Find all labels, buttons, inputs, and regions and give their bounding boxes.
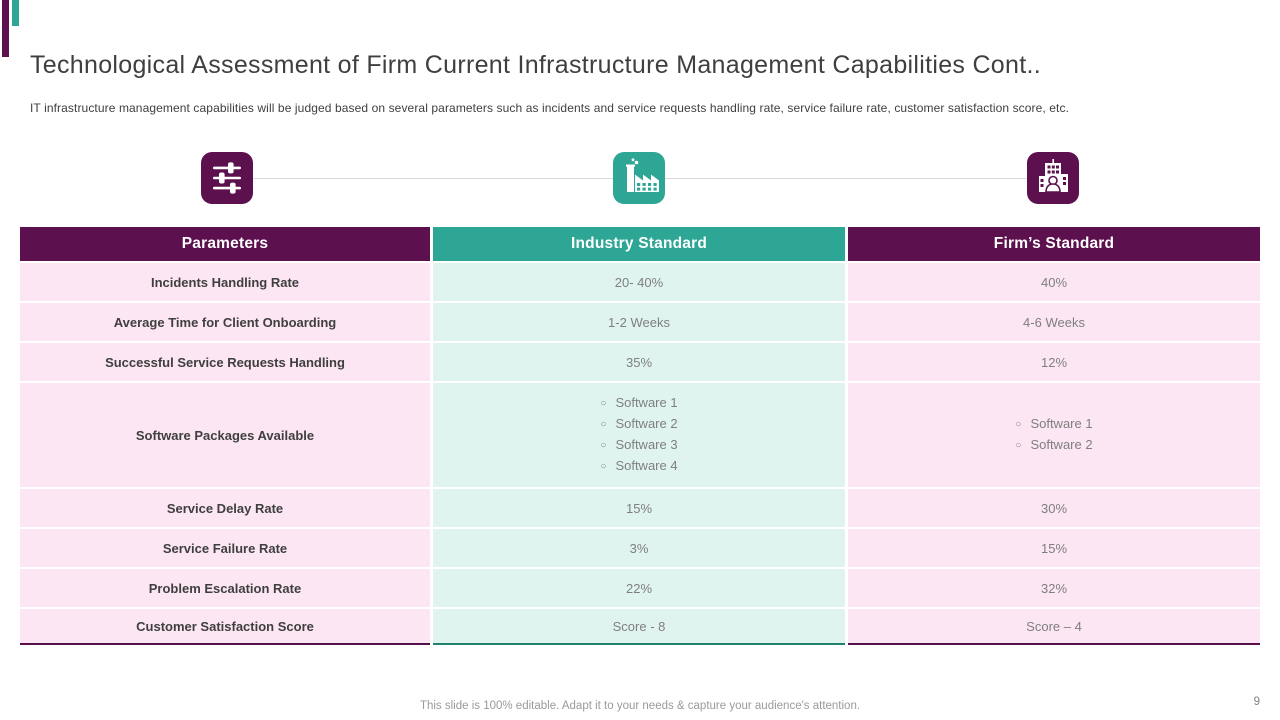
table-bottom-rule <box>20 643 1260 645</box>
software-list-item: Software 1 <box>1015 414 1092 435</box>
header-parameters: Parameters <box>20 227 430 261</box>
factory-icon-glyph <box>626 158 659 192</box>
table-row: Customer Satisfaction Score Score - 8 Scor… <box>20 609 1260 643</box>
table-row: Average Time for Client Onboarding 1-2 We… <box>20 303 1260 341</box>
header-firm-standard: Firm’s Standard <box>848 227 1260 261</box>
header-industry-standard: Industry Standard <box>433 227 845 261</box>
parameter-cell: Service Delay Rate <box>20 489 430 527</box>
page-number: 9 <box>1253 696 1260 708</box>
software-list: Software 1Software 2 <box>1015 414 1092 456</box>
sliders-icon-glyph <box>213 162 241 194</box>
industry-value-cell: 1-2 Weeks <box>433 303 845 341</box>
software-list-item: Software 2 <box>600 414 677 435</box>
table-row: Service Failure Rate 3% 15% <box>20 529 1260 567</box>
industry-value-cell: 3% <box>433 529 845 567</box>
firm-value-cell: 30% <box>848 489 1260 527</box>
firm-building-icon <box>1027 152 1079 204</box>
software-list-item: Software 4 <box>600 456 677 477</box>
table-row: Successful Service Requests Handling 35% 1… <box>20 343 1260 381</box>
industry-value-cell: Score - 8 <box>433 609 845 643</box>
software-list-item: Software 2 <box>1015 435 1092 456</box>
firm-value-cell: Score – 4 <box>848 609 1260 643</box>
software-list-item: Software 3 <box>600 435 677 456</box>
footer-note: This slide is 100% editable. Adapt it to… <box>419 700 861 712</box>
page-title: Technological Assessment of Firm Current… <box>30 50 1041 79</box>
industry-value-cell: 15% <box>433 489 845 527</box>
rule-segment <box>20 643 430 645</box>
rule-segment <box>848 643 1260 645</box>
accent-bar-purple <box>2 0 9 57</box>
industry-value-cell: Software 1Software 2Software 3Software 4 <box>433 383 845 487</box>
parameter-cell: Problem Escalation Rate <box>20 569 430 607</box>
page-subtitle: IT infrastructure management capabilitie… <box>30 101 1070 115</box>
parameter-cell: Average Time for Client Onboarding <box>20 303 430 341</box>
firm-value-cell: 40% <box>848 263 1260 301</box>
parameter-cell: Customer Satisfaction Score <box>20 609 430 643</box>
industry-value-cell: 20- 40% <box>433 263 845 301</box>
accent-bar-teal <box>12 0 19 26</box>
rule-segment <box>433 643 845 645</box>
table-row: Service Delay Rate 15% 30% <box>20 489 1260 527</box>
parameter-cell: Software Packages Available <box>20 383 430 487</box>
parameter-cell: Successful Service Requests Handling <box>20 343 430 381</box>
firm-building-icon-glyph <box>1039 159 1068 193</box>
software-list: Software 1Software 2Software 3Software 4 <box>600 393 677 477</box>
table-header-row: Parameters Industry Standard Firm’s Stan… <box>20 227 1260 261</box>
industry-value-cell: 22% <box>433 569 845 607</box>
industry-value-cell: 35% <box>433 343 845 381</box>
assessment-table: Parameters Industry Standard Firm’s Stan… <box>20 227 1260 645</box>
table-row: Problem Escalation Rate 22% 32% <box>20 569 1260 607</box>
factory-icon <box>613 152 665 204</box>
firm-value-cell: 32% <box>848 569 1260 607</box>
parameter-cell: Incidents Handling Rate <box>20 263 430 301</box>
sliders-icon <box>201 152 253 204</box>
table-rows: Incidents Handling Rate 20- 40% 40% Average… <box>20 263 1260 643</box>
table-row: Software Packages AvailableSoftware 1Sof… <box>20 383 1260 487</box>
firm-value-cell: 15% <box>848 529 1260 567</box>
firm-value-cell: Software 1Software 2 <box>848 383 1260 487</box>
firm-value-cell: 12% <box>848 343 1260 381</box>
table-row: Incidents Handling Rate 20- 40% 40% <box>20 263 1260 301</box>
parameter-cell: Service Failure Rate <box>20 529 430 567</box>
firm-value-cell: 4-6 Weeks <box>848 303 1260 341</box>
software-list-item: Software 1 <box>600 393 677 414</box>
